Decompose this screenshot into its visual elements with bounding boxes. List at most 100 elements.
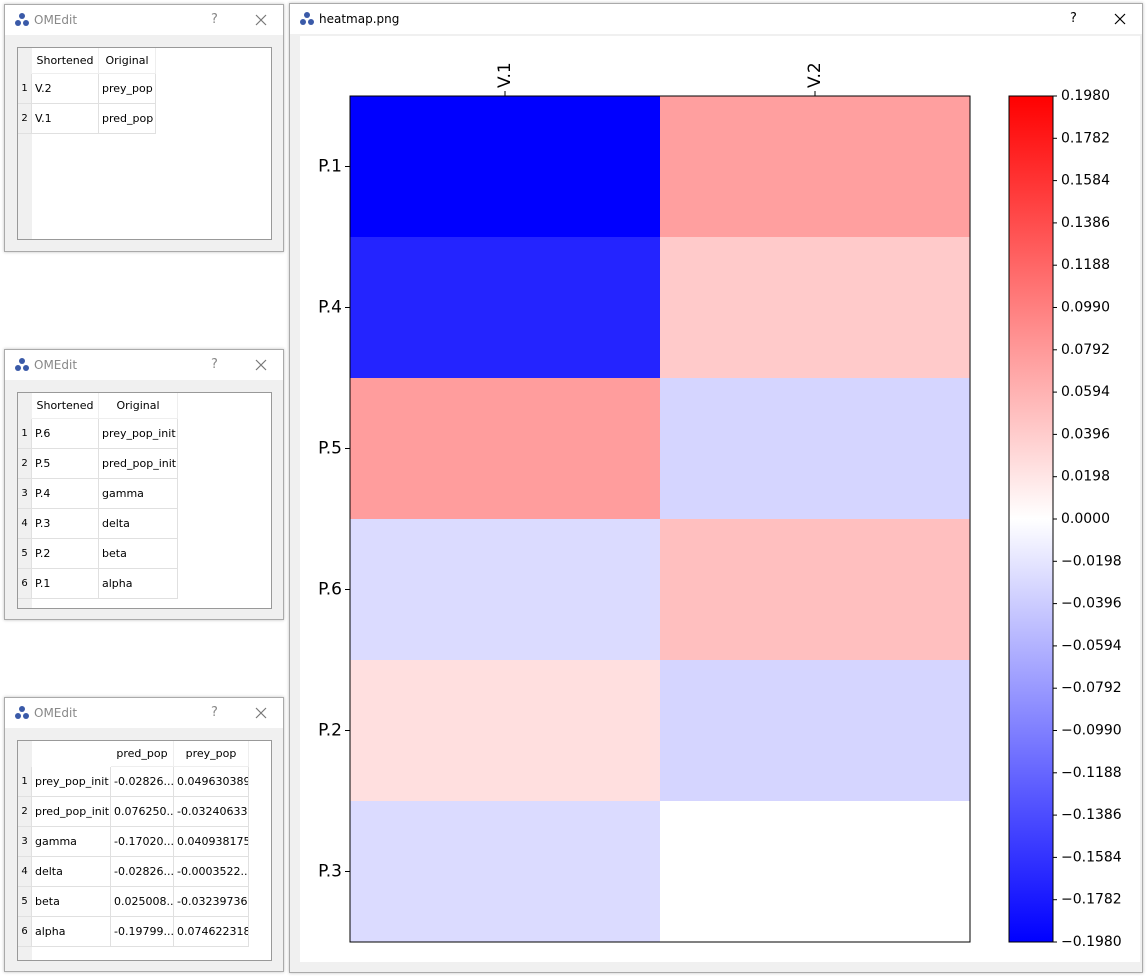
table-cell: alpha <box>99 569 178 599</box>
table-cell: prey_pop <box>99 74 156 104</box>
close-button[interactable] <box>255 14 267 26</box>
heatmap-cell <box>660 96 971 238</box>
y-tick-label: P.1 <box>318 157 342 177</box>
table-cell: -0.19799... <box>111 917 174 947</box>
dialog-window: OMEdit? pred_pop prey_pop 1 prey_pop_init -0.… <box>4 697 284 972</box>
heatmap: V.1 V.2 P.1 P.4 P.5 P.6 P.2 P.3 0.1980 0.1782 0.15… <box>300 36 1140 962</box>
y-tick-label: P.3 <box>318 862 342 882</box>
colorbar-tick-label: 0.0396 <box>1061 426 1110 442</box>
table-cell: pred_pop <box>99 104 156 134</box>
heatmap-cell <box>350 96 661 238</box>
table-cell: prey_pop_init <box>99 419 178 449</box>
colorbar-tick-label: 0.1980 <box>1061 88 1110 104</box>
row-number: 4 <box>18 509 32 539</box>
heatmap-cell <box>660 519 971 661</box>
column-header: Shortened <box>32 393 99 419</box>
table-cell: pred_pop_init <box>99 449 178 479</box>
heatmap-cell <box>350 378 661 520</box>
heatmap-cell <box>660 378 971 520</box>
table-cell: alpha <box>32 917 111 947</box>
heatmap-cell <box>660 660 971 802</box>
table-cell: P.3 <box>32 509 99 539</box>
title-bar: OMEdit? <box>5 698 283 728</box>
row-number: 3 <box>18 479 32 509</box>
colorbar-tick-label: 0.0000 <box>1061 511 1110 527</box>
dialog-window: OMEdit? Shortened Original 1 V.2 prey_pop 2 V.1… <box>4 4 284 252</box>
table-cell: -0.02826... <box>111 857 174 887</box>
help-button[interactable]: ? <box>211 12 218 27</box>
table-cell: V.1 <box>32 104 99 134</box>
colorbar-tick-label: −0.0792 <box>1061 680 1122 696</box>
row-number: 1 <box>18 419 32 449</box>
table-cell: gamma <box>32 827 111 857</box>
column-header: Original <box>99 393 178 419</box>
x-tick-label: V.2 <box>805 62 825 88</box>
table-cell: pred_pop_init <box>32 797 111 827</box>
window-title: heatmap.png <box>319 12 400 26</box>
title-bar: OMEdit? <box>5 350 283 380</box>
colorbar-tick-label: −0.1584 <box>1061 849 1122 865</box>
app-icon <box>15 358 29 371</box>
close-button[interactable] <box>1114 13 1126 25</box>
table-cell: 0.049630389 <box>174 767 249 797</box>
column-header: prey_pop <box>174 741 249 767</box>
window-title: OMEdit <box>34 706 78 720</box>
close-button[interactable] <box>255 707 267 719</box>
table-cell: P.4 <box>32 479 99 509</box>
heatmap-cell <box>350 801 661 943</box>
table-cell: P.1 <box>32 569 99 599</box>
colorbar-tick-label: −0.0198 <box>1061 553 1122 569</box>
table: Shortened Original 1 P.6 prey_pop_init 2 P.5 pr… <box>17 392 272 609</box>
heatmap-cell <box>350 237 661 379</box>
table-cell: 0.040938175 <box>174 827 249 857</box>
table-cell: delta <box>32 857 111 887</box>
colorbar-tick-label: 0.1782 <box>1061 130 1110 146</box>
column-header: Original <box>99 48 156 74</box>
heatmap-cell <box>660 801 971 943</box>
row-number: 3 <box>18 827 32 857</box>
table-cell: -0.032397362 <box>174 887 249 917</box>
y-tick-label: P.2 <box>318 721 342 741</box>
close-button[interactable] <box>255 359 267 371</box>
colorbar-tick-label: −0.0396 <box>1061 596 1122 612</box>
colorbar-tick-label: 0.1188 <box>1061 257 1110 273</box>
colorbar-tick-label: −0.1980 <box>1061 934 1122 950</box>
app-icon <box>15 13 29 26</box>
row-number: 6 <box>18 917 32 947</box>
row-number: 5 <box>18 887 32 917</box>
title-bar: OMEdit? <box>5 5 283 35</box>
row-number: 1 <box>18 74 32 104</box>
colorbar-tick-label: 0.1386 <box>1061 215 1110 231</box>
y-tick-label: P.6 <box>318 580 342 600</box>
help-button[interactable]: ? <box>211 705 218 720</box>
table-cell: 0.074622318 <box>174 917 249 947</box>
y-tick-label: P.5 <box>318 439 342 459</box>
row-number: 2 <box>18 797 32 827</box>
help-button[interactable]: ? <box>211 357 218 372</box>
table-cell: P.6 <box>32 419 99 449</box>
colorbar-tick-label: −0.0594 <box>1061 638 1122 654</box>
colorbar <box>1008 95 1054 943</box>
table-cell: beta <box>99 539 178 569</box>
table: Shortened Original 1 V.2 prey_pop 2 V.1 pred_po… <box>17 47 272 240</box>
colorbar-tick-label: 0.1584 <box>1061 173 1110 189</box>
table-cell: 0.076250... <box>111 797 174 827</box>
y-tick-label: P.4 <box>318 298 342 318</box>
table-cell: -0.0003522... <box>174 857 249 887</box>
row-number: 5 <box>18 539 32 569</box>
table-cell: beta <box>32 887 111 917</box>
colorbar-tick-label: 0.0792 <box>1061 342 1110 358</box>
colorbar-tick-label: −0.0990 <box>1061 723 1122 739</box>
table-cell: P.2 <box>32 539 99 569</box>
table-cell: V.2 <box>32 74 99 104</box>
colorbar-tick-label: −0.1188 <box>1061 765 1122 781</box>
window-title: OMEdit <box>34 358 78 372</box>
colorbar-tick-label: 0.0990 <box>1061 300 1110 316</box>
table-cell: -0.02826... <box>111 767 174 797</box>
row-number: 4 <box>18 857 32 887</box>
row-number: 2 <box>18 449 32 479</box>
x-tick-label: V.1 <box>495 62 515 88</box>
plot-frame <box>349 95 971 943</box>
help-button[interactable]: ? <box>1070 11 1077 26</box>
